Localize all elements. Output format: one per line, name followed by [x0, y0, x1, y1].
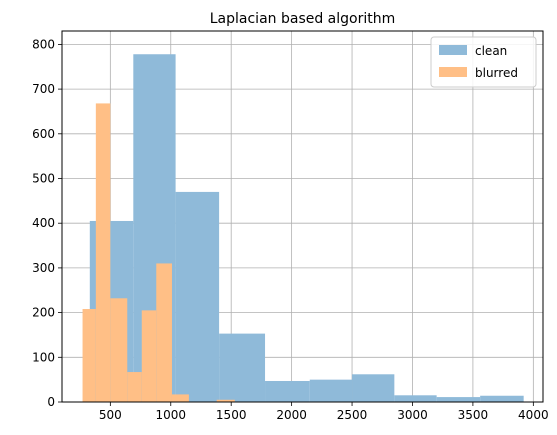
legend: clean blurred [430, 36, 537, 88]
legend-swatch-clean [439, 45, 467, 55]
histogram-bar-clean [309, 379, 353, 402]
histogram-bar-clean [436, 397, 481, 402]
histogram-bar-clean [265, 380, 310, 402]
x-tick-label: 1000 [155, 408, 186, 422]
legend-label-blurred: blurred [475, 66, 518, 80]
plot-frame [61, 30, 544, 403]
axis-ticks: 500 1000 1500 2000 2500 3000 3500 4000 0 100 200 30… [32, 37, 549, 422]
y-tick-label: 0 [47, 395, 55, 409]
x-tick-label: 500 [99, 408, 122, 422]
legend-label-clean: clean [475, 44, 507, 58]
histogram-bar-blurred [171, 394, 189, 402]
histogram-bar-clean [219, 333, 266, 402]
y-tick-label: 300 [32, 261, 55, 275]
histogram-bar-blurred [110, 298, 128, 402]
x-tick-label: 4000 [518, 408, 549, 422]
y-tick-label: 800 [32, 37, 55, 51]
chart-title: Laplacian based algorithm [210, 11, 396, 27]
y-tick-label: 200 [32, 306, 55, 320]
histogram-bar-blurred [216, 399, 235, 402]
legend-swatch-blurred [439, 67, 467, 77]
histogram-bar-blurred [95, 103, 111, 402]
histogram-bars [82, 54, 524, 402]
histogram-bar-clean [352, 374, 395, 402]
x-tick-label: 3000 [397, 408, 428, 422]
x-tick-label: 1500 [216, 408, 247, 422]
histogram-bar-clean [480, 395, 524, 402]
histogram-bar-blurred [156, 263, 172, 402]
x-tick-label: 2000 [276, 408, 307, 422]
histogram-bar-blurred [127, 372, 142, 402]
y-tick-label: 400 [32, 216, 55, 230]
y-tick-label: 700 [32, 82, 55, 96]
histogram-bar-clean [175, 191, 220, 402]
histogram-bar-blurred [82, 309, 96, 402]
y-tick-label: 500 [32, 172, 55, 186]
y-tick-label: 600 [32, 127, 55, 141]
histogram-bar-blurred [141, 310, 157, 402]
histogram-bar-clean [394, 395, 437, 402]
x-tick-label: 2500 [337, 408, 368, 422]
x-tick-label: 3500 [458, 408, 489, 422]
y-tick-label: 100 [32, 350, 55, 364]
